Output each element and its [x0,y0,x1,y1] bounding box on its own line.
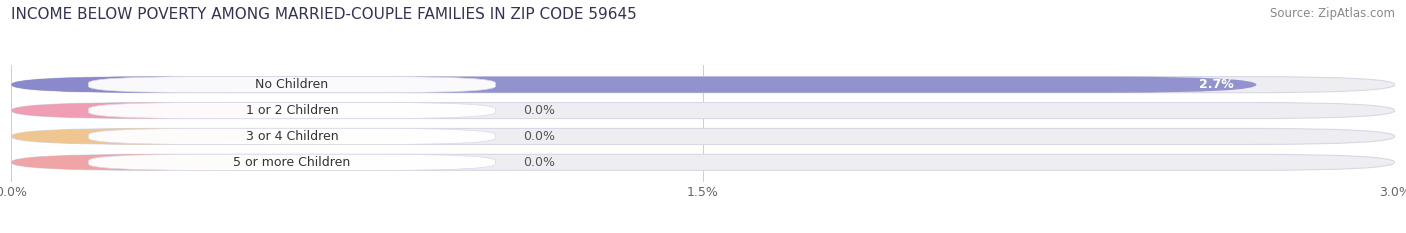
Text: 5 or more Children: 5 or more Children [233,156,350,169]
FancyBboxPatch shape [11,128,1395,144]
Text: No Children: No Children [256,78,329,91]
Text: 0.0%: 0.0% [523,156,555,169]
FancyBboxPatch shape [89,103,495,119]
FancyBboxPatch shape [89,154,495,170]
Text: INCOME BELOW POVERTY AMONG MARRIED-COUPLE FAMILIES IN ZIP CODE 59645: INCOME BELOW POVERTY AMONG MARRIED-COUPL… [11,7,637,22]
FancyBboxPatch shape [11,103,1395,119]
FancyBboxPatch shape [11,77,1395,93]
Text: 3 or 4 Children: 3 or 4 Children [246,130,339,143]
FancyBboxPatch shape [11,128,269,144]
Text: 1 or 2 Children: 1 or 2 Children [246,104,339,117]
Text: 2.7%: 2.7% [1198,78,1233,91]
FancyBboxPatch shape [11,154,1395,170]
FancyBboxPatch shape [11,77,269,93]
FancyBboxPatch shape [89,77,495,93]
FancyBboxPatch shape [89,128,495,144]
Text: 0.0%: 0.0% [523,130,555,143]
FancyBboxPatch shape [11,154,269,170]
FancyBboxPatch shape [11,77,1257,93]
Text: Source: ZipAtlas.com: Source: ZipAtlas.com [1270,7,1395,20]
FancyBboxPatch shape [11,103,269,119]
Text: 0.0%: 0.0% [523,104,555,117]
